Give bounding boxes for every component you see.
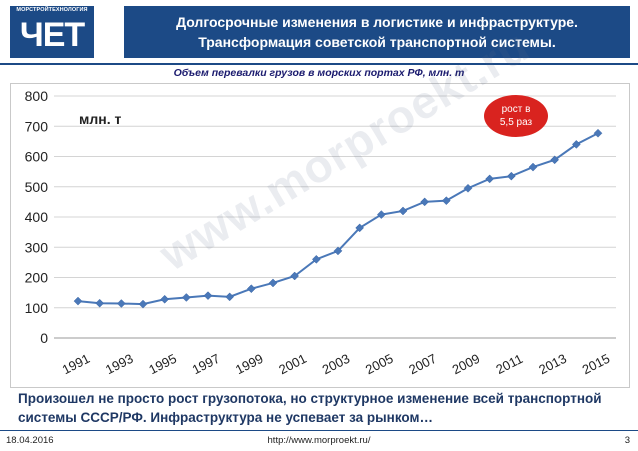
header-divider	[0, 63, 638, 65]
data-point	[268, 278, 278, 288]
data-point	[571, 140, 581, 149]
conclusion-text: Произошел не просто рост грузопотока, но…	[18, 391, 602, 425]
slide-header: МОРСТРОЙТЕХНОЛОГИЯ ЧЕТ Долгосрочные изме…	[0, 0, 638, 65]
y-tick-label: 600	[25, 149, 49, 165]
x-tick-label: 2015	[580, 351, 613, 377]
data-point	[311, 254, 321, 264]
footer-divider	[0, 430, 638, 431]
x-tick-label: 2009	[450, 351, 483, 377]
chart-svg: 0 100 200 300 400 500 600 700 800 1991 1993 1995 199…	[25, 88, 616, 377]
footer-date: 18.04.2016	[6, 435, 54, 446]
x-tick-label: 2005	[363, 351, 396, 377]
page-number: 3	[624, 435, 630, 446]
data-point	[138, 299, 148, 309]
y-tick-label: 300	[25, 239, 49, 255]
y-tick-label: 800	[25, 88, 49, 104]
growth-annotation-line-1: рост в	[501, 104, 531, 115]
slide-title: Долгосрочные изменения в логистике и инф…	[124, 6, 630, 58]
y-tick-label: 200	[25, 270, 49, 286]
x-tick-label: 1995	[146, 351, 179, 377]
footer-url[interactable]: http://www.morproekt.ru/	[267, 435, 371, 446]
data-point	[333, 246, 343, 256]
x-tick-label: 2007	[406, 351, 439, 377]
y-tick-label: 700	[25, 118, 49, 134]
data-point	[420, 197, 430, 207]
data-point	[506, 171, 516, 181]
data-point	[203, 291, 213, 301]
slide-title-line-1: Долгосрочные изменения в логистике и инф…	[176, 14, 578, 30]
x-tick-label: 2001	[276, 351, 309, 377]
data-point	[73, 296, 83, 306]
growth-annotation-badge: рост в 5,5 раз	[484, 95, 548, 137]
data-point	[246, 284, 256, 294]
data-point	[160, 294, 170, 304]
logo-caption: МОРСТРОЙТЕХНОЛОГИЯ	[16, 7, 88, 13]
x-tick-label: 2003	[320, 351, 353, 377]
data-point	[528, 162, 538, 172]
slide-title-line-2: Трансформация советской транспортной сис…	[198, 34, 556, 50]
y-tick-label: 500	[25, 179, 49, 195]
growth-annotation-line-2: 5,5 раз	[499, 117, 533, 128]
x-tick-label: 1993	[103, 351, 136, 377]
x-tick-label: 1991	[60, 351, 93, 377]
logo-mark: ЧЕТ	[19, 16, 85, 54]
data-point	[441, 196, 451, 206]
x-tick-label: 1999	[233, 351, 266, 377]
data-point	[290, 271, 300, 281]
x-tick-label: 1997	[190, 351, 223, 377]
y-unit-label: млн. т	[79, 111, 121, 127]
x-tick-label: 2011	[493, 351, 525, 377]
y-tick-label: 0	[40, 330, 48, 346]
data-point	[376, 210, 386, 219]
data-point	[550, 155, 560, 165]
data-point	[181, 293, 191, 302]
y-tick-label: 400	[25, 209, 49, 225]
data-point	[225, 292, 235, 302]
x-tick-label: 2013	[536, 351, 569, 377]
data-point	[593, 128, 603, 138]
company-logo: МОРСТРОЙТЕХНОЛОГИЯ ЧЕТ	[10, 6, 94, 58]
data-point	[485, 174, 495, 184]
data-point	[463, 183, 473, 193]
chart-title: Объем перевалки грузов в морских портах …	[173, 67, 465, 79]
data-point	[355, 223, 365, 233]
data-point	[95, 298, 105, 308]
data-point	[398, 206, 408, 216]
y-tick-label: 100	[25, 300, 49, 316]
data-point	[116, 299, 126, 308]
